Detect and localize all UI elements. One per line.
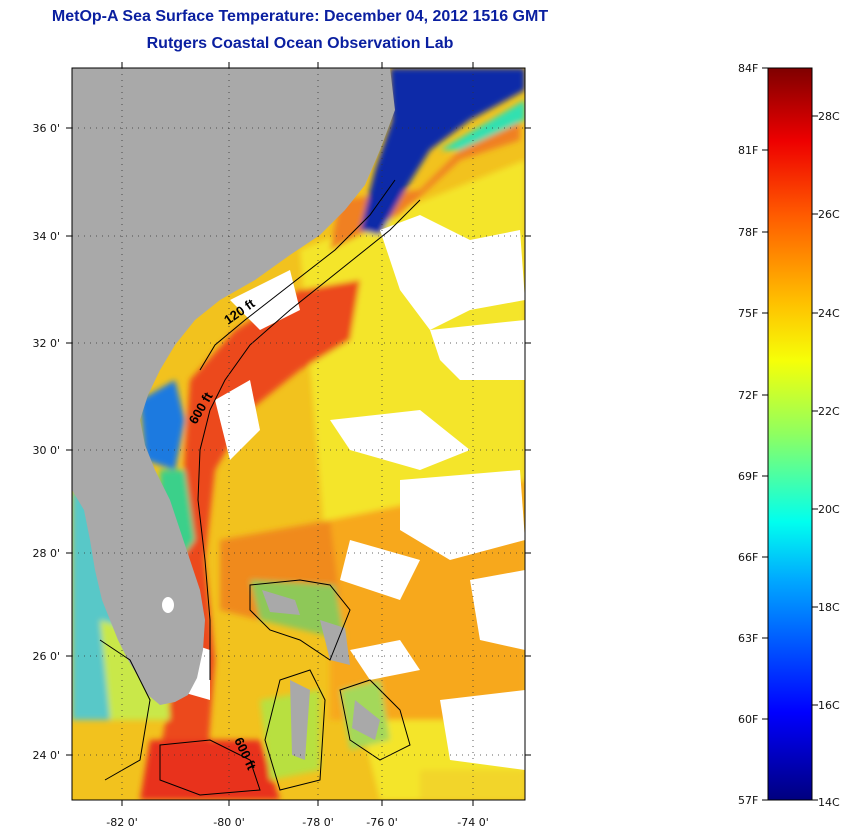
colorbar-label-c: 28C [818, 110, 840, 123]
colorbar-labels-fahrenheit: 84F 81F 78F 75F 72F 69F 66F 63F 60F 57F [738, 62, 758, 807]
colorbar-label-f: 63F [738, 632, 758, 645]
lat-label: 34 0' [32, 230, 60, 243]
colorbar-label-c: 24C [818, 307, 840, 320]
colorbar-label-f: 69F [738, 470, 758, 483]
colorbar-ticks-f [762, 67, 768, 801]
colorbar-labels-celsius: 28C 26C 24C 22C 20C 18C 16C 14C [818, 110, 840, 809]
colorbar-label-f: 84F [738, 62, 758, 75]
colorbar-label-f: 78F [738, 226, 758, 239]
lon-label: -80 0' [213, 816, 245, 829]
colorbar-label-c: 14C [818, 796, 840, 809]
frame-ticks [66, 62, 531, 806]
lat-label: 32 0' [32, 337, 60, 350]
colorbar-label-c: 18C [818, 601, 840, 614]
lon-label: -78 0' [302, 816, 334, 829]
colorbar-label-c: 26C [818, 208, 840, 221]
lat-label: 36 0' [32, 122, 60, 135]
lon-label: -74 0' [457, 816, 489, 829]
colorbar-label-c: 16C [818, 699, 840, 712]
longitude-labels: -82 0' -80 0' -78 0' -76 0' -74 0' [106, 816, 489, 829]
lat-label: 30 0' [32, 444, 60, 457]
sst-map: 120 ft 600 ft 600 ft [72, 68, 525, 800]
lon-label: -76 0' [366, 816, 398, 829]
latitude-labels: 36 0' 34 0' 32 0' 30 0' 28 0' 26 0' 24 0… [32, 122, 60, 762]
colorbar-label-f: 66F [738, 551, 758, 564]
lon-label: -82 0' [106, 816, 138, 829]
colorbar [767, 67, 813, 801]
colorbar-label-f: 72F [738, 389, 758, 402]
chart-title: MetOp-A Sea Surface Temperature: Decembe… [51, 8, 549, 25]
map-gridlines [72, 68, 525, 800]
chart-subtitle: Rutgers Coastal Ocean Observation Lab [146, 35, 454, 52]
colorbar-label-f: 60F [738, 713, 758, 726]
lat-label: 26 0' [32, 650, 60, 663]
colorbar-ticks-c [812, 115, 818, 801]
colorbar-label-f: 81F [738, 144, 758, 157]
colorbar-label-c: 20C [818, 503, 840, 516]
colorbar-label-c: 22C [818, 405, 840, 418]
colorbar-label-f: 57F [738, 794, 758, 807]
bathymetry-contours [99, 179, 421, 796]
map-frame [71, 67, 526, 801]
colorbar-label-f: 75F [738, 307, 758, 320]
islands [162, 590, 380, 760]
lat-label: 24 0' [32, 749, 60, 762]
lat-label: 28 0' [32, 547, 60, 560]
land-mass [72, 68, 395, 705]
